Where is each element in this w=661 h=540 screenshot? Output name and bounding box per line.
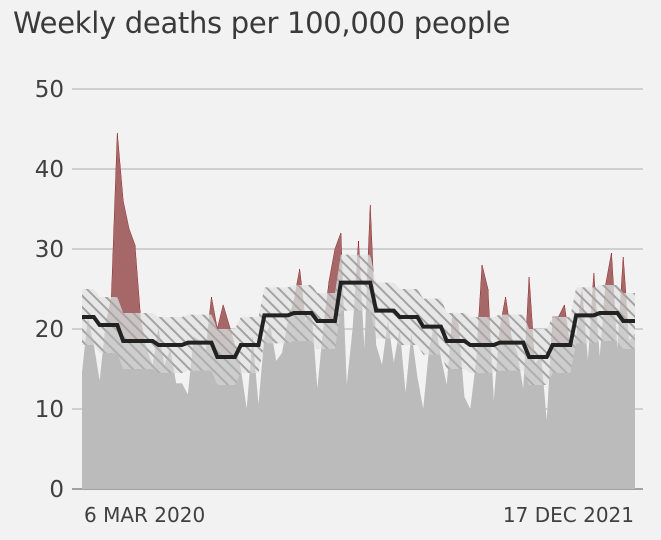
y-tick-label: 0: [49, 477, 64, 503]
y-tick-label: 30: [35, 237, 64, 263]
y-tick-label: 10: [35, 397, 64, 423]
y-tick-label: 50: [35, 77, 64, 103]
y-tick-label: 20: [35, 317, 64, 343]
chart-title: Weekly deaths per 100,000 people: [13, 6, 511, 40]
x-tick-label-start: 6 MAR 2020: [84, 503, 205, 527]
x-tick-label-end: 17 DEC 2021: [503, 503, 634, 527]
y-tick-label: 40: [35, 157, 64, 183]
weekly-deaths-overlay: [82, 133, 635, 489]
expected-average-line: [82, 280, 635, 359]
